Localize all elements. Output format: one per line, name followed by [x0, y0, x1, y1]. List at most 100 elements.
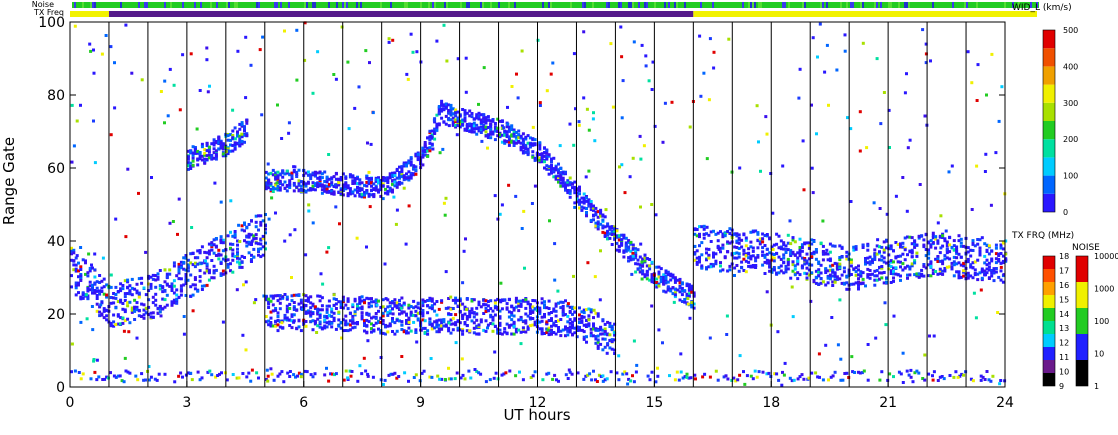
echo-pixel — [283, 186, 287, 190]
echo-pixel — [927, 263, 931, 267]
echo-pixel — [589, 308, 593, 312]
echo-pixel — [428, 375, 432, 379]
echo-pixel — [297, 302, 301, 306]
echo-pixel — [491, 318, 495, 322]
echo-pixel — [493, 301, 497, 305]
echo-pixel — [163, 280, 167, 284]
echo-pixel — [601, 230, 605, 234]
echo-pixel — [398, 182, 401, 186]
echo-pixel — [966, 250, 970, 254]
echo-pixel — [393, 178, 397, 182]
echo-pixel — [259, 242, 263, 246]
echo-pixel — [363, 319, 366, 323]
echo-pixel — [346, 186, 350, 190]
echo-pixel — [398, 306, 401, 310]
echo-pixel — [226, 138, 230, 142]
echo-pixel — [379, 329, 383, 333]
echo-pixel — [486, 304, 490, 308]
noise-bar-segment — [822, 2, 824, 8]
noise-bar-segment — [608, 2, 610, 8]
echo-pixel — [126, 292, 130, 295]
echo-pixel — [873, 269, 877, 273]
echo-pixel — [707, 265, 711, 269]
echo-pixel — [475, 123, 479, 127]
echo-pixel — [936, 272, 940, 276]
echo-pixel — [784, 264, 788, 268]
echo-pixel — [292, 181, 296, 185]
echo-pixel — [337, 177, 341, 181]
echo-pixel — [477, 302, 481, 306]
echo-pixel — [819, 277, 823, 280]
echo-pixel — [506, 122, 510, 126]
echo-pixel — [880, 370, 884, 374]
echo-pixel — [205, 267, 209, 271]
echo-pixel — [779, 269, 783, 273]
echo-pixel — [763, 260, 767, 264]
echo-pixel — [442, 324, 446, 328]
echo-pixel — [695, 262, 699, 266]
echo-pixel — [370, 304, 373, 308]
echo-pixel — [412, 313, 416, 317]
echo-pixel — [920, 268, 924, 272]
echo-pixel — [702, 224, 706, 228]
echo-pixel — [817, 270, 821, 274]
echo-pixel — [782, 253, 786, 257]
echo-pixel — [388, 309, 392, 313]
echo-pixel — [212, 143, 216, 147]
echo-pixel — [763, 234, 767, 237]
noise-bar-segment — [194, 2, 196, 8]
echo-pixel — [843, 49, 847, 53]
echo-pixel — [531, 374, 535, 378]
echo-pixel — [293, 228, 297, 232]
echo-pixel — [402, 310, 406, 314]
echo-pixel — [407, 161, 411, 165]
echo-pixel — [861, 243, 865, 247]
echo-pixel — [572, 52, 576, 56]
echo-pixel — [267, 319, 271, 323]
echo-pixel — [603, 337, 607, 341]
echo-pixel — [811, 191, 815, 195]
echo-pixel — [659, 276, 663, 280]
echo-pixel — [819, 241, 823, 245]
echo-pixel — [98, 292, 102, 296]
echo-pixel — [917, 275, 921, 279]
echo-pixel — [586, 373, 590, 377]
echo-pixel — [356, 304, 359, 308]
echo-pixel — [113, 106, 117, 110]
noise-bar-segment — [752, 2, 754, 8]
echo-pixel — [105, 293, 109, 297]
echo-pixel — [566, 320, 570, 324]
echo-pixel — [854, 270, 858, 274]
echo-pixel — [578, 313, 581, 317]
echo-pixel — [436, 374, 440, 378]
echo-pixel — [924, 233, 928, 237]
x-tick-label: 15 — [645, 395, 663, 411]
echo-pixel — [983, 254, 987, 258]
echo-pixel — [950, 267, 954, 271]
echo-pixel — [603, 231, 607, 235]
echo-pixel — [928, 334, 931, 338]
echo-pixel — [264, 176, 268, 180]
echo-pixel — [983, 170, 987, 173]
echo-pixel — [540, 327, 544, 331]
echo-pixel — [498, 119, 502, 123]
noise-bar-segment — [542, 2, 544, 8]
echo-pixel — [505, 139, 509, 143]
echo-pixel — [845, 250, 849, 254]
echo-pixel — [533, 370, 537, 374]
echo-pixel — [979, 288, 983, 292]
echo-pixel — [433, 302, 437, 306]
echo-pixel — [374, 178, 378, 182]
echo-pixel — [578, 187, 581, 191]
echo-pixel — [573, 317, 577, 321]
echo-pixel — [159, 90, 163, 93]
echo-pixel — [468, 312, 472, 316]
echo-pixel — [664, 271, 668, 275]
echo-pixel — [170, 287, 174, 291]
echo-pixel — [442, 201, 446, 205]
echo-pixel — [929, 265, 933, 268]
echo-pixel — [524, 137, 528, 141]
echo-pixel — [451, 122, 455, 125]
echo-pixel — [477, 325, 481, 328]
echo-pixel — [407, 316, 411, 320]
